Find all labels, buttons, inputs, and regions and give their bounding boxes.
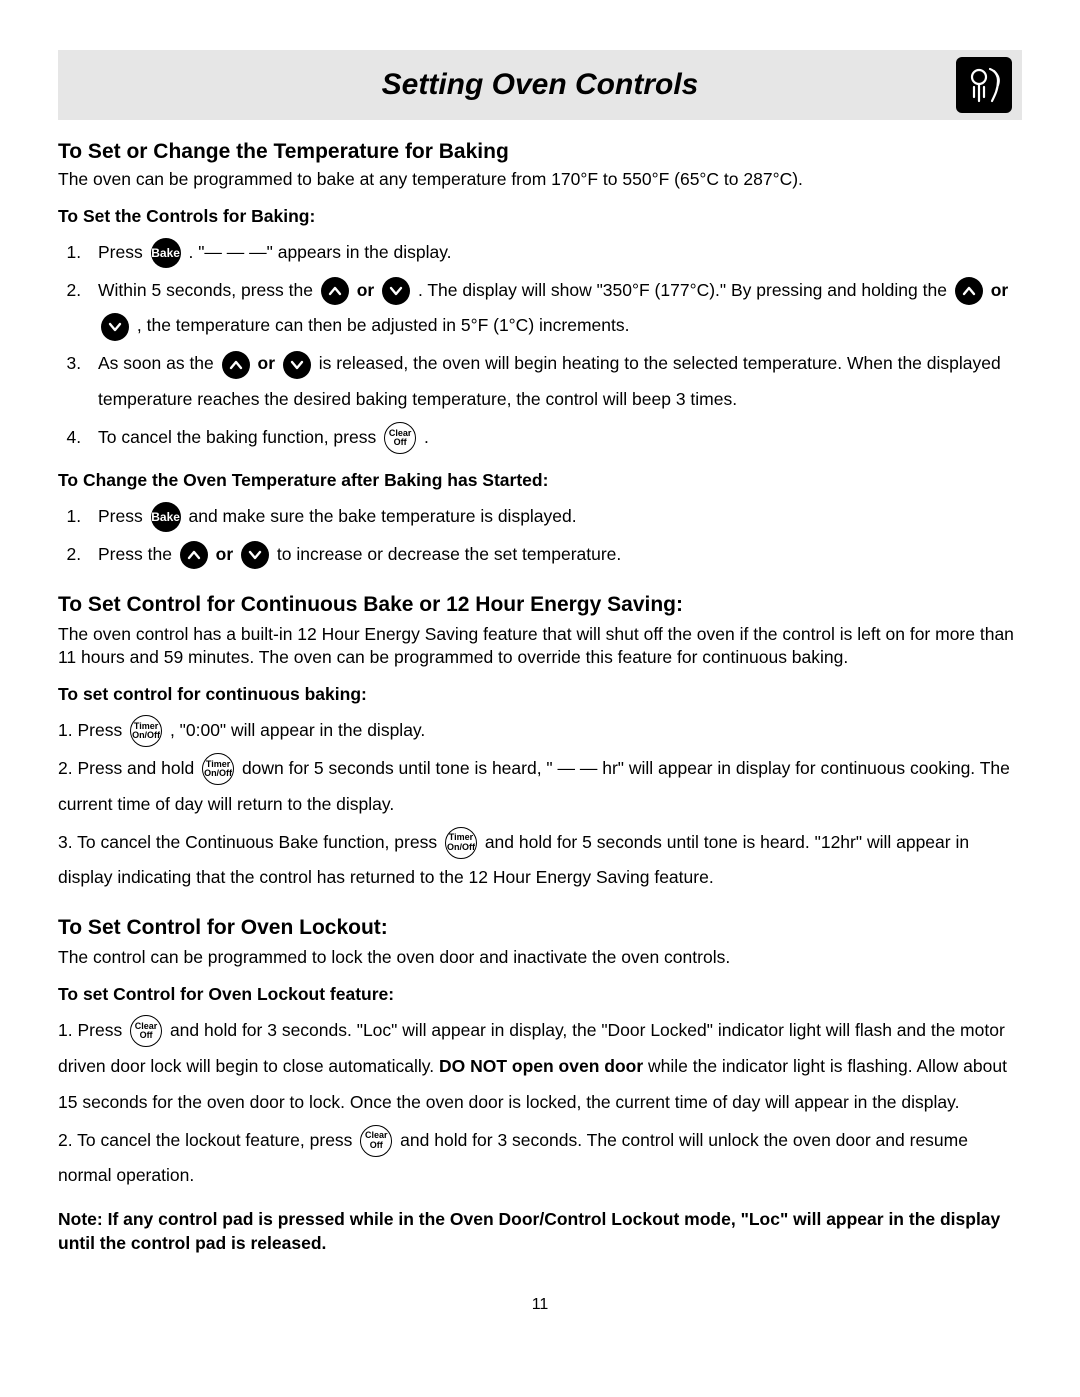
or-text: or — [357, 280, 379, 300]
text: 2. To cancel the lockout feature, press — [58, 1130, 357, 1150]
title-bar: Setting Oven Controls — [58, 50, 1022, 120]
timer-button-icon: TimerOn/Off — [445, 827, 477, 859]
up-arrow-icon — [955, 277, 983, 305]
text: . "— — —" appears in the display. — [188, 242, 451, 262]
step-2: Within 5 seconds, press the or . The dis… — [86, 273, 1022, 345]
step-1: Press Bake . "— — —" appears in the disp… — [86, 235, 1022, 271]
or-text: or — [991, 280, 1009, 300]
text: 1. Press — [58, 720, 127, 740]
step-4: To cancel the baking function, press Cle… — [86, 420, 1022, 456]
text: and make sure the bake temperature is di… — [188, 506, 576, 526]
subhead-change-temp: To Change the Oven Temperature after Bak… — [58, 470, 1022, 491]
section-heading-continuous: To Set Control for Continuous Bake or 12… — [58, 593, 1022, 617]
or-text: or — [216, 544, 238, 564]
down-arrow-icon — [283, 351, 311, 379]
text: to increase or decrease the set temperat… — [277, 544, 621, 564]
lockout-intro: The control can be programmed to lock th… — [58, 946, 1022, 970]
step-3: As soon as the or is released, the oven … — [86, 346, 1022, 418]
up-arrow-icon — [222, 351, 250, 379]
bake-button-icon: Bake — [151, 502, 181, 532]
text: As soon as the — [98, 353, 219, 373]
baking-intro: The oven can be programmed to bake at an… — [58, 168, 1022, 192]
oven-icon — [956, 57, 1012, 113]
or-text: or — [258, 353, 280, 373]
continuous-step-3: 3. To cancel the Continuous Bake functio… — [58, 825, 1022, 897]
up-arrow-icon — [321, 277, 349, 305]
down-arrow-icon — [241, 541, 269, 569]
text: . The display will show "350°F (177°C)."… — [418, 280, 952, 300]
clear-off-button-icon: ClearOff — [384, 422, 416, 454]
clear-off-button-icon: ClearOff — [360, 1125, 392, 1157]
text: , "0:00" will appear in the display. — [170, 720, 425, 740]
text: 3. To cancel the Continuous Bake functio… — [58, 832, 442, 852]
text: . — [424, 427, 429, 447]
clear-off-button-icon: ClearOff — [130, 1015, 162, 1047]
section-heading-baking: To Set or Change the Temperature for Bak… — [58, 140, 1022, 164]
step-2: Press the or to increase or decrease the… — [86, 537, 1022, 573]
subhead-set-baking: To Set the Controls for Baking: — [58, 206, 1022, 227]
bake-button-icon: Bake — [151, 238, 181, 268]
text: down for 5 seconds until tone is heard, … — [58, 758, 1010, 814]
text: 1. Press — [58, 1020, 127, 1040]
down-arrow-icon — [382, 277, 410, 305]
lockout-step-2: 2. To cancel the lockout feature, press … — [58, 1123, 1022, 1195]
up-arrow-icon — [180, 541, 208, 569]
steps-set-baking: Press Bake . "— — —" appears in the disp… — [58, 235, 1022, 456]
continuous-intro: The oven control has a built-in 12 Hour … — [58, 623, 1022, 670]
page-number: 11 — [58, 1296, 1022, 1314]
lockout-step-1: 1. Press ClearOff and hold for 3 seconds… — [58, 1013, 1022, 1121]
subhead-lockout: To set Control for Oven Lockout feature: — [58, 984, 1022, 1005]
document-page: Setting Oven Controls To Set or Change t… — [0, 0, 1080, 1354]
text: 2. Press and hold — [58, 758, 199, 778]
down-arrow-icon — [101, 313, 129, 341]
text: Within 5 seconds, press the — [98, 280, 318, 300]
timer-button-icon: TimerOn/Off — [130, 715, 162, 747]
timer-button-icon: TimerOn/Off — [202, 753, 234, 785]
continuous-step-2: 2. Press and hold TimerOn/Off down for 5… — [58, 751, 1022, 823]
page-title: Setting Oven Controls — [58, 68, 1022, 102]
steps-change-temp: Press Bake and make sure the bake temper… — [58, 499, 1022, 573]
text: To cancel the baking function, press — [98, 427, 381, 447]
text: Press — [98, 506, 148, 526]
text: , the temperature can then be adjusted i… — [137, 315, 630, 335]
continuous-step-1: 1. Press TimerOn/Off , "0:00" will appea… — [58, 713, 1022, 749]
text: Press — [98, 242, 148, 262]
lockout-note: Note: If any control pad is pressed whil… — [58, 1208, 1022, 1255]
text: Press the — [98, 544, 177, 564]
step-1: Press Bake and make sure the bake temper… — [86, 499, 1022, 535]
section-heading-lockout: To Set Control for Oven Lockout: — [58, 916, 1022, 940]
warning-text: DO NOT open oven door — [439, 1056, 643, 1076]
subhead-continuous: To set control for continuous baking: — [58, 684, 1022, 705]
